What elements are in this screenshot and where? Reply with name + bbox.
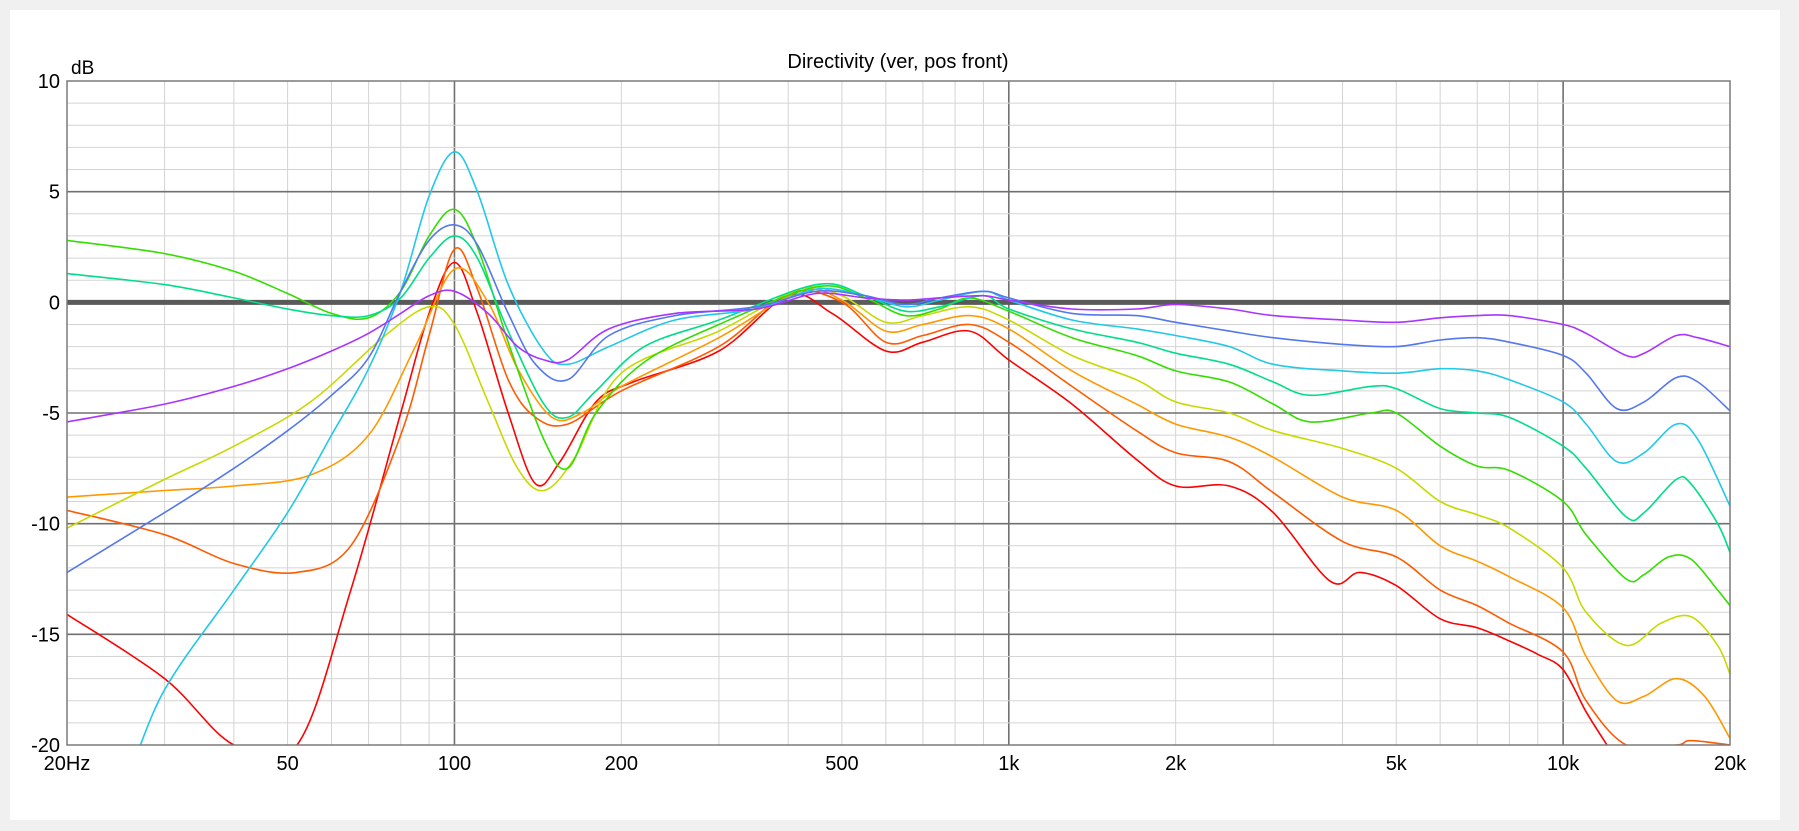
- x-tick-label: 2k: [1165, 753, 1187, 775]
- y-axis-unit: dB: [71, 58, 94, 79]
- series-line-8: [67, 224, 1730, 574]
- y-tick-label: 0: [49, 292, 60, 314]
- y-tick-label: -20: [31, 735, 60, 757]
- x-tick-label: 20k: [1714, 753, 1747, 775]
- chart-title: Directivity (ver, pos front): [787, 51, 1008, 73]
- series-line-9: [67, 289, 1730, 423]
- x-tick-label: 500: [825, 753, 858, 775]
- plot-border: [66, 80, 1731, 746]
- grid: [67, 81, 1730, 745]
- x-tick-label: 50: [276, 753, 298, 775]
- x-tick-label: 20Hz: [44, 753, 91, 775]
- y-tick-label: -5: [42, 403, 60, 425]
- series-line-7: [139, 151, 1730, 745]
- x-tick-label: 100: [438, 753, 471, 775]
- x-tick-label: 200: [605, 753, 638, 775]
- series-line-4: [67, 286, 1730, 675]
- y-tick-labels: 10 5 0 -5 -10 -15 -20: [31, 71, 60, 757]
- series-line-2: [67, 247, 1730, 745]
- y-tick-label: 5: [49, 182, 60, 204]
- series-line-1: [67, 261, 1608, 745]
- y-tick-label: 10: [38, 71, 60, 93]
- y-tick-label: -10: [31, 514, 60, 536]
- series-group: [67, 151, 1730, 745]
- series-line-3: [67, 266, 1730, 739]
- x-tick-label: 5k: [1386, 753, 1408, 775]
- x-tick-label: 10k: [1547, 753, 1580, 775]
- x-tick-labels: 20Hz 50 100 200 500 1k 2k 5k 10k 20k: [44, 753, 1747, 775]
- y-tick-label: -15: [31, 624, 60, 646]
- series-line-6: [67, 235, 1730, 553]
- x-tick-label: 1k: [998, 753, 1020, 775]
